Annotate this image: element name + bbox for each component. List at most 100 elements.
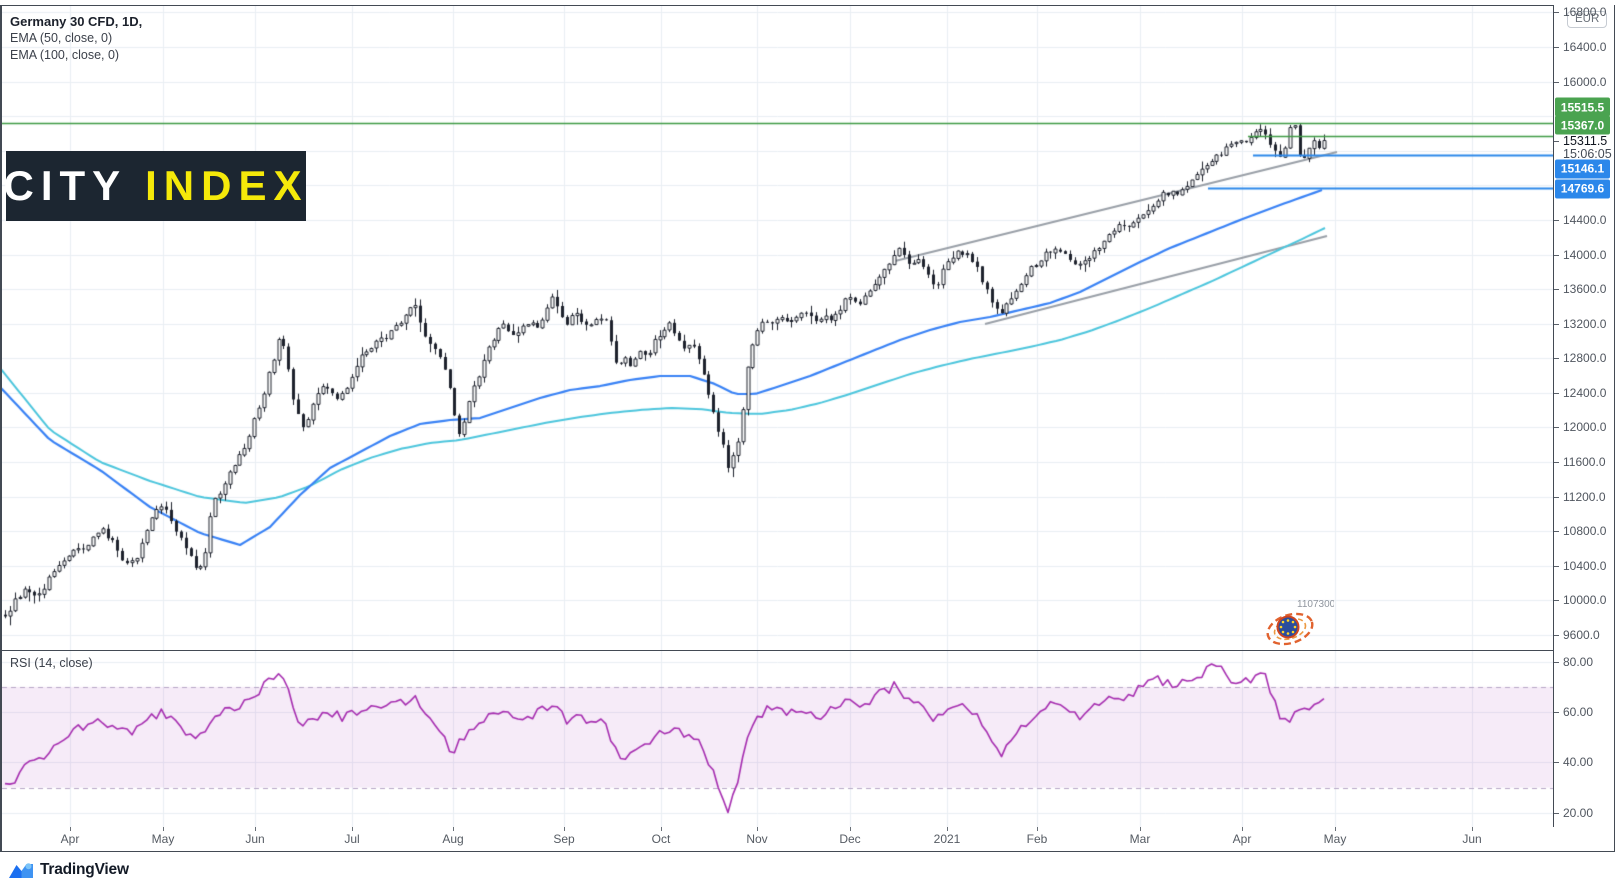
top-border (0, 5, 1615, 6)
axis-tick-mark (1554, 427, 1559, 429)
price-tick-label: 10400.0 (1563, 558, 1607, 573)
price-tick-label: 13600.0 (1563, 282, 1607, 297)
city-index-word1: CITY (3, 162, 146, 209)
time-axis-label: Nov (746, 832, 768, 846)
city-index-logo: CITY INDEX (3, 151, 309, 221)
time-axis-label: Apr (1232, 832, 1252, 846)
price-tick-label: 12000.0 (1563, 420, 1607, 435)
axis-tick-mark (1554, 289, 1559, 291)
price-tick-label: 16000.0 (1563, 74, 1607, 89)
price-axis-divider (1553, 5, 1554, 851)
bar-countdown-label: 15:06:05 (1563, 146, 1612, 161)
price-tick-label: 16400.0 (1563, 40, 1607, 54)
axis-tick-mark (1554, 565, 1559, 567)
price-level-badge: 14769.6 (1555, 179, 1610, 198)
axis-tick-mark (1554, 81, 1559, 83)
time-axis-label: Apr (60, 832, 80, 846)
time-axis-tick-mark (255, 827, 256, 831)
axis-tick-mark (1554, 392, 1559, 394)
price-tick-label: 11200.0 (1563, 489, 1606, 504)
time-axis-tick-mark (1140, 827, 1141, 831)
price-tick-label: 9600.0 (1563, 627, 1600, 642)
axis-tick-mark (1554, 600, 1559, 602)
main-chart-canvas[interactable] (2, 5, 1553, 827)
time-axis-tick-mark (850, 827, 851, 831)
time-axis-tick-mark (757, 827, 758, 831)
city-index-word2: INDEX (145, 162, 309, 209)
last-price-tick-mark (1554, 140, 1559, 142)
axis-tick-mark (1554, 812, 1559, 814)
time-axis-label: Oct (651, 832, 671, 846)
sticker-number-text: 1107300 (1297, 599, 1334, 610)
price-level-badge: 15515.5 (1555, 97, 1610, 117)
bottom-border (0, 851, 1615, 852)
axis-tick-mark (1554, 661, 1559, 663)
price-axis[interactable]: EUR 16800.0 16400.0 16000.0 14400.0 14000.0 1… (1554, 5, 1614, 851)
currency-badge: EUR (1567, 11, 1608, 28)
rsi-tick-label: 80.00 (1563, 654, 1594, 669)
price-tick-label: 12400.0 (1563, 385, 1607, 400)
rsi-tick-label: 40.00 (1563, 755, 1594, 770)
axis-tick-mark (1554, 254, 1559, 256)
axis-tick-mark (1554, 47, 1559, 48)
price-tick-label: 12800.0 (1563, 351, 1607, 366)
legend-ema100[interactable]: EMA (100, close, 0) (10, 48, 120, 62)
time-axis-tick-mark (453, 827, 454, 831)
time-axis-label: May (1323, 832, 1347, 846)
time-axis-tick-mark (947, 827, 948, 831)
price-tick-label: 13200.0 (1563, 316, 1607, 331)
rsi-indicator-label[interactable]: RSI (14, close) (10, 656, 93, 670)
time-axis-label: Jun (1462, 832, 1482, 846)
time-axis-label: Jun (245, 832, 265, 846)
time-axis-tick-mark (163, 827, 164, 831)
time-axis-tick-mark (661, 827, 662, 831)
tradingview-brand-text: TradingView (40, 861, 129, 878)
axis-tick-mark (1554, 634, 1559, 636)
tradingview-footer[interactable]: TradingView (8, 856, 129, 884)
time-axis-label: Dec (839, 832, 861, 846)
time-axis[interactable]: Apr May Jun Jul Aug Sep Oct Nov Dec 2021 Feb Mar Apr… (2, 827, 1614, 851)
time-axis-tick-mark (1472, 827, 1473, 831)
tradingview-icon (9, 863, 33, 878)
price-tick-label: 14400.0 (1563, 212, 1607, 227)
time-axis-label: Jul (344, 832, 360, 846)
left-border (0, 5, 2, 851)
price-tick-label: 14000.0 (1563, 247, 1607, 262)
time-axis-tick-mark (1335, 827, 1336, 831)
time-axis-label: Aug (442, 832, 464, 846)
axis-tick-mark (1554, 358, 1559, 360)
time-axis-label: Feb (1026, 832, 1048, 846)
coin-sticker: 1107300 (1266, 599, 1334, 646)
time-axis-label: May (151, 832, 175, 846)
time-axis-tick-mark (1037, 827, 1038, 831)
axis-tick-mark (1554, 323, 1559, 325)
price-tick-label: 16800.0 (1563, 5, 1607, 20)
price-level-badge: 15146.1 (1555, 159, 1610, 178)
legend-ema50[interactable]: EMA (50, close, 0) (10, 31, 113, 45)
time-axis-label: Mar (1129, 832, 1151, 846)
sticker-stars (1279, 619, 1297, 635)
price-tick-label: 10800.0 (1563, 524, 1607, 539)
time-axis-label: Sep (553, 832, 575, 846)
axis-tick-mark (1554, 219, 1559, 221)
time-axis-tick-mark (564, 827, 565, 831)
right-border (1614, 5, 1615, 851)
axis-tick-mark (1554, 531, 1559, 533)
time-axis-tick-mark (352, 827, 353, 831)
time-axis-label: 2021 (933, 832, 961, 846)
axis-tick-mark (1554, 462, 1559, 464)
axis-tick-mark (1554, 712, 1559, 714)
time-axis-tick-mark (70, 827, 71, 831)
price-level-badge: 15367.0 (1555, 115, 1610, 135)
axis-tick-mark (1554, 12, 1559, 14)
rsi-tick-label: 60.00 (1563, 705, 1594, 720)
price-tick-label: 11600.0 (1563, 455, 1606, 470)
rsi-tick-label: 20.00 (1563, 805, 1594, 820)
last-price-label: 15311.5 (1563, 133, 1608, 148)
price-tick-label: 10000.0 (1563, 593, 1607, 608)
symbol-title[interactable]: Germany 30 CFD, 1D, (10, 14, 143, 29)
axis-tick-mark (1554, 762, 1559, 764)
axis-tick-mark (1554, 496, 1559, 498)
pane-separator[interactable] (2, 650, 1614, 651)
